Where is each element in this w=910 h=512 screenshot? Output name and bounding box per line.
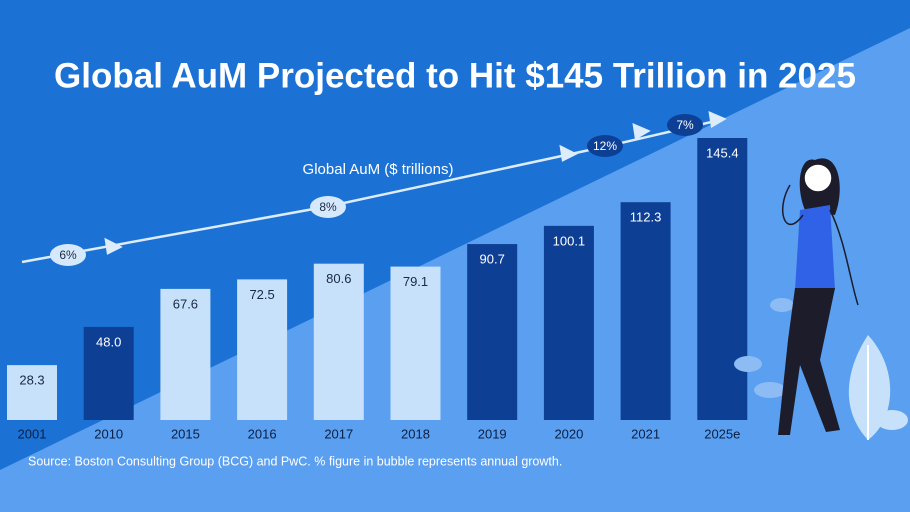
arrow-head — [104, 237, 123, 255]
x-tick-label: 2020 — [554, 426, 583, 441]
leaf — [734, 356, 762, 372]
bar — [697, 138, 748, 420]
growth-arrow — [21, 110, 727, 264]
value-label: 48.0 — [96, 334, 121, 349]
arrow-head — [708, 110, 727, 129]
source-note: Source: Boston Consulting Group (BCG) an… — [28, 454, 562, 468]
leaf — [754, 382, 786, 398]
x-tick-label: 2017 — [324, 426, 353, 441]
leaf — [770, 298, 794, 312]
x-tick-label: 2001 — [18, 426, 47, 441]
x-tick-label: 2015 — [171, 426, 200, 441]
line-label: Global AuM ($ trillions) — [303, 161, 454, 178]
woman-illustration — [734, 158, 908, 440]
value-label: 28.3 — [19, 373, 44, 388]
value-label: 112.3 — [630, 210, 662, 225]
x-tick-label: 2018 — [401, 426, 430, 441]
bar — [543, 225, 594, 420]
growth-label: 12% — [593, 139, 617, 153]
top — [795, 205, 835, 290]
bar — [620, 202, 671, 420]
face — [803, 163, 833, 193]
value-label: 90.7 — [480, 252, 505, 267]
chart-title: Global AuM Projected to Hit $145 Trillio… — [54, 56, 856, 95]
x-tick-label: 2010 — [94, 426, 123, 441]
x-tick-label: 2025e — [704, 426, 740, 441]
leaf — [876, 410, 908, 430]
arm — [782, 184, 804, 226]
value-label: 79.1 — [403, 274, 428, 289]
value-label: 72.5 — [249, 287, 274, 302]
x-tick-label: 2019 — [478, 426, 507, 441]
x-tick-label: 2021 — [631, 426, 660, 441]
pants — [778, 288, 840, 435]
bar — [390, 266, 441, 420]
value-label: 145.4 — [706, 145, 739, 160]
bar — [160, 288, 211, 420]
growth-bubble — [50, 244, 86, 266]
bar — [313, 263, 364, 420]
background-diagonal — [0, 28, 910, 512]
growth-label: 6% — [59, 248, 77, 262]
arrow-head — [632, 122, 651, 141]
value-label: 67.6 — [173, 296, 198, 311]
growth-bubble — [587, 135, 623, 157]
value-label: 80.6 — [326, 271, 351, 286]
growth-label: 7% — [676, 118, 694, 132]
arm — [829, 209, 859, 306]
growth-bubble — [667, 114, 703, 136]
bar — [467, 244, 518, 420]
bar — [7, 365, 57, 420]
growth-label: 8% — [319, 200, 337, 214]
arrow-head — [559, 144, 578, 162]
x-tick-label: 2016 — [248, 426, 277, 441]
bar — [83, 326, 134, 420]
value-label: 100.1 — [553, 233, 586, 248]
bar — [237, 279, 288, 420]
growth-bubble — [310, 196, 346, 218]
arrow-line — [21, 118, 721, 264]
